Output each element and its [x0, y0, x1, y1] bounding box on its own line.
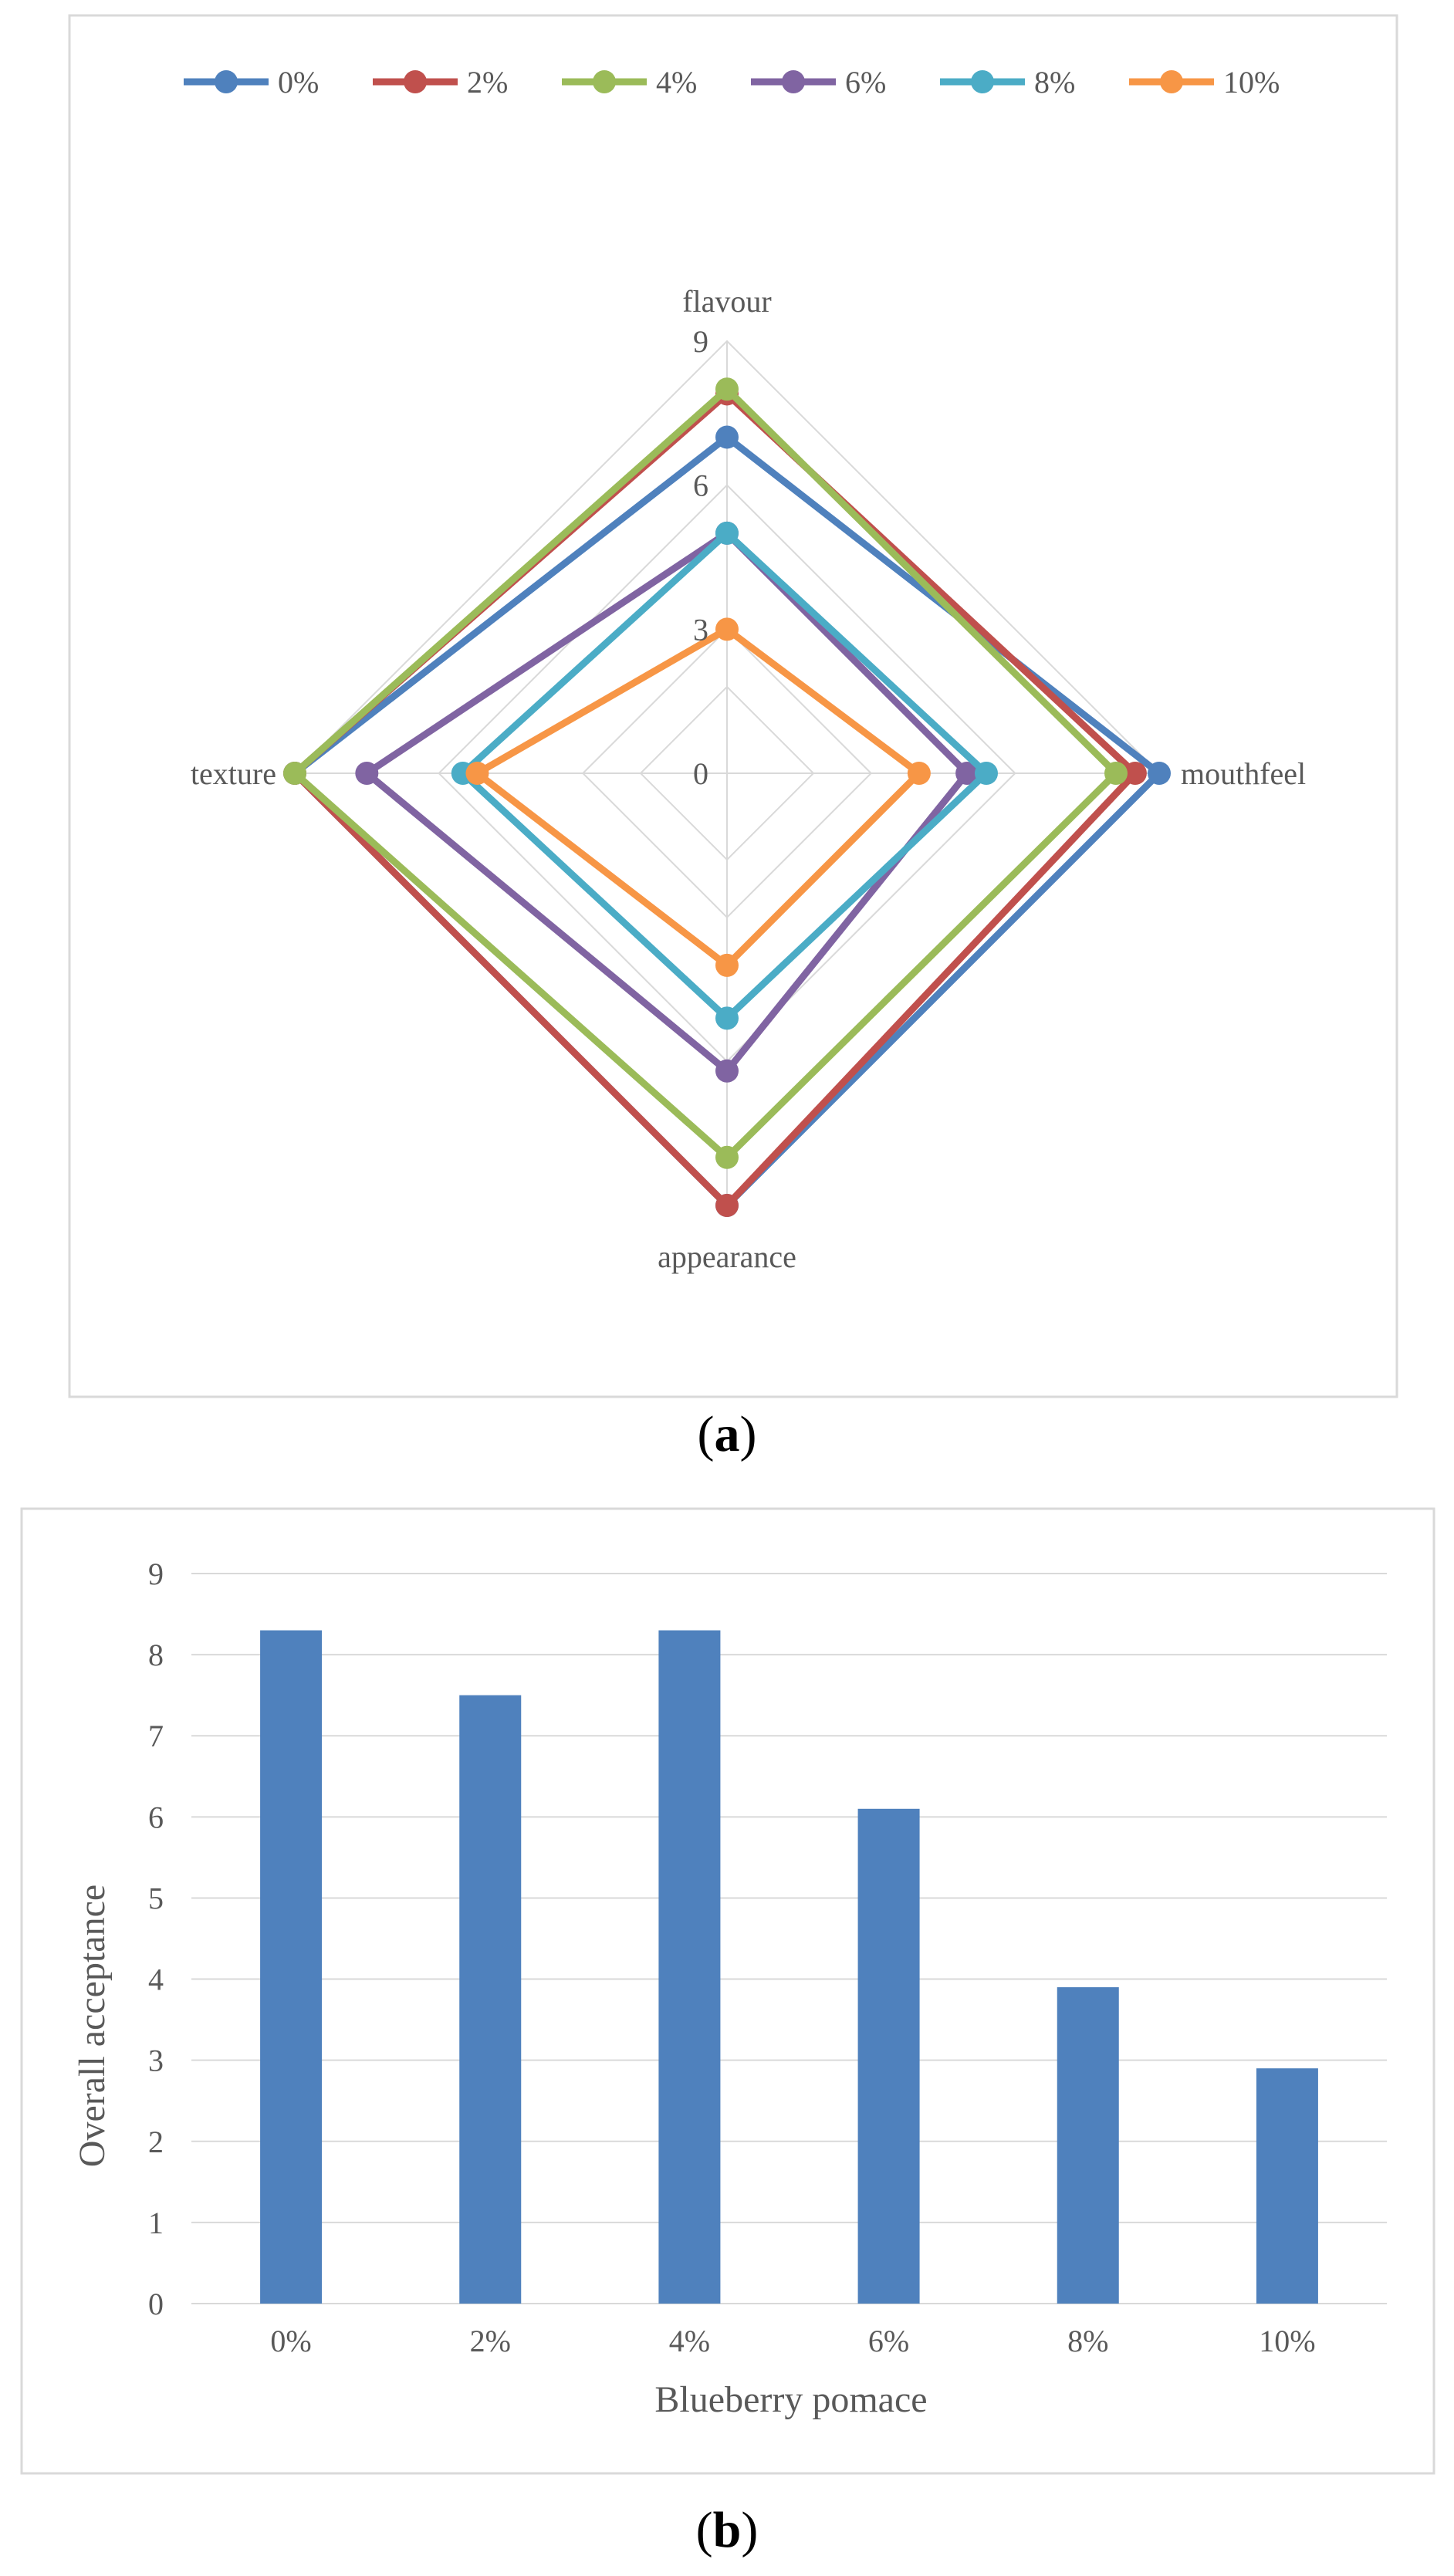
y-tick-label: 2 [148, 2125, 164, 2159]
bar-2pct [459, 1695, 522, 2304]
x-tick-label: 0% [270, 2324, 311, 2358]
bar-4pct [658, 1630, 721, 2304]
radar-axis-label-texture: texture [191, 756, 276, 791]
y-tick-label: 4 [148, 1962, 164, 1997]
radar-point-mouthfeel [975, 762, 998, 785]
y-axis-title: Overall acceptance [72, 1885, 113, 2167]
radar-axis-label-appearance: appearance [658, 1239, 796, 1274]
legend-label: 2% [467, 65, 508, 100]
y-tick-label: 9 [148, 1557, 164, 1591]
radar-point-flavour [715, 521, 739, 545]
radar-point-appearance [715, 953, 739, 977]
radar-point-mouthfeel [955, 762, 979, 785]
radar-series [283, 377, 1171, 1217]
radar-point-texture [465, 762, 489, 785]
y-tick-label: 5 [148, 1881, 164, 1915]
legend-item-6pct: 6% [751, 65, 886, 100]
radar-chart-panel: 0% 2% 4% 6% 8% 10% 0 3 6 9 flavour mouthfeel appea… [68, 14, 1398, 1398]
radar-legend: 0% 2% 4% 6% 8% 10% [184, 65, 1280, 100]
x-tick-label: 2% [470, 2324, 511, 2358]
legend-label: 8% [1034, 65, 1075, 100]
radar-point-texture [355, 762, 379, 785]
radar-point-appearance [715, 1006, 739, 1030]
bar-10pct [1256, 2068, 1318, 2304]
y-tick-label: 3 [148, 2044, 164, 2078]
radar-axis-labels: flavour mouthfeel appearance texture [191, 284, 1306, 1274]
radar-axis-label-mouthfeel: mouthfeel [1181, 756, 1306, 791]
x-tick-label: 4% [669, 2324, 710, 2358]
bar-chart-panel: 0 1 2 3 4 5 6 7 8 9 0% 2% 4% 6% 8% 10% Overall accepta… [20, 1507, 1435, 2475]
radar-series-8pct [451, 521, 998, 1030]
x-axis-title: Blueberry pomace [654, 2379, 927, 2420]
legend-item-10pct: 10% [1129, 65, 1280, 100]
caption-b: (b) [696, 2502, 759, 2558]
legend-swatch-marker [593, 70, 616, 93]
bar-6pct [857, 1808, 920, 2304]
legend-swatch-marker [1160, 70, 1183, 93]
legend-swatch-marker [215, 70, 238, 93]
radar-point-appearance [715, 1059, 739, 1083]
radar-axis-label-flavour: flavour [682, 284, 772, 319]
y-tick-label: 7 [148, 1719, 164, 1753]
radar-tick-label: 3 [693, 612, 708, 647]
legend-swatch-marker [971, 70, 994, 93]
bar-chart-frame [20, 1507, 1435, 2475]
bar-0pct [260, 1630, 323, 2304]
bar-series [260, 1630, 1318, 2304]
radar-series-6pct [355, 521, 979, 1083]
radar-point-flavour [715, 377, 739, 401]
bar-x-tick-labels: 0% 2% 4% 6% 8% 10% [270, 2324, 1315, 2358]
legend-item-0pct: 0% [184, 65, 319, 100]
radar-tick-labels: 0 3 6 9 [693, 324, 708, 791]
bar-gridlines [191, 1573, 1387, 2304]
radar-point-appearance [715, 1145, 739, 1169]
caption-a: (a) [698, 1406, 757, 1462]
y-tick-label: 8 [148, 1638, 164, 1672]
radar-point-appearance [715, 1194, 739, 1217]
radar-point-mouthfeel [907, 762, 931, 785]
legend-item-2pct: 2% [373, 65, 508, 100]
radar-point-flavour [715, 617, 739, 641]
legend-item-4pct: 4% [562, 65, 697, 100]
y-tick-label: 1 [148, 2206, 164, 2240]
legend-label: 10% [1223, 65, 1280, 100]
radar-point-mouthfeel [1123, 762, 1147, 785]
y-tick-label: 6 [148, 1800, 164, 1834]
radar-series-10pct [465, 617, 931, 977]
radar-tick-label: 0 [693, 756, 708, 791]
radar-point-flavour [715, 425, 739, 449]
radar-tick-label: 9 [693, 324, 708, 359]
legend-item-8pct: 8% [940, 65, 1075, 100]
bar-y-tick-labels: 0 1 2 3 4 5 6 7 8 9 [148, 1557, 164, 2321]
radar-point-mouthfeel [1148, 762, 1171, 785]
legend-swatch-marker [404, 70, 427, 93]
radar-point-texture [283, 762, 306, 785]
legend-label: 6% [845, 65, 886, 100]
radar-series-4pct [283, 377, 1128, 1169]
legend-label: 4% [656, 65, 697, 100]
x-tick-label: 10% [1259, 2324, 1315, 2358]
bar-8pct [1057, 1987, 1119, 2304]
legend-swatch-marker [782, 70, 805, 93]
radar-tick-label: 6 [693, 468, 708, 503]
legend-label: 0% [278, 65, 319, 100]
radar-point-mouthfeel [1104, 762, 1128, 785]
x-tick-label: 6% [868, 2324, 909, 2358]
radar-chart-frame [68, 14, 1398, 1398]
y-tick-label: 0 [148, 2287, 164, 2321]
x-tick-label: 8% [1067, 2324, 1108, 2358]
